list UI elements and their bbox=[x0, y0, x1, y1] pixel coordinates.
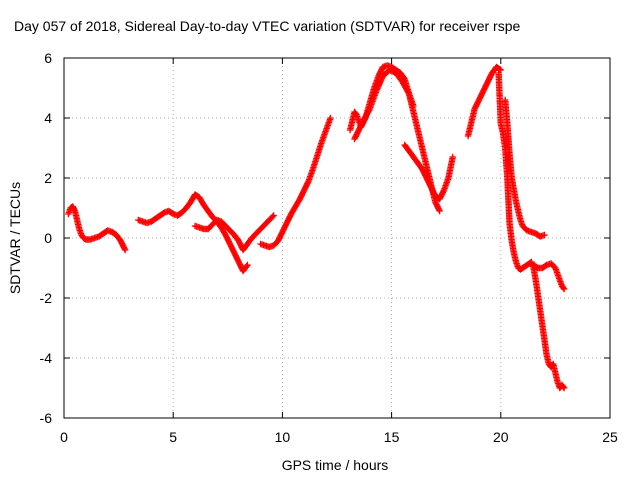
data-point bbox=[244, 261, 251, 269]
data-point bbox=[269, 213, 276, 220]
x-tick-label: 10 bbox=[275, 429, 291, 445]
x-axis-label: GPS time / hours bbox=[282, 457, 389, 473]
y-tick-label: 4 bbox=[44, 110, 52, 126]
data-point bbox=[449, 153, 456, 161]
data-series-seg-1 bbox=[65, 203, 129, 254]
data-series-seg-7 bbox=[401, 141, 456, 203]
data-series-seg-4 bbox=[257, 114, 334, 251]
data-point bbox=[560, 284, 567, 292]
y-tick-label: 2 bbox=[44, 170, 52, 186]
x-tick-label: 15 bbox=[384, 429, 400, 445]
data-series-seg-9 bbox=[495, 69, 568, 392]
x-tick-label: 20 bbox=[493, 429, 509, 445]
data-point bbox=[270, 212, 277, 219]
y-tick-label: -6 bbox=[40, 410, 53, 426]
data-point bbox=[405, 89, 412, 96]
data-point bbox=[560, 285, 568, 293]
data-series-seg-11 bbox=[530, 260, 568, 293]
data-series-seg-5 bbox=[346, 62, 443, 215]
data-point bbox=[410, 102, 417, 110]
data-layer bbox=[65, 62, 568, 392]
y-tick-label: -2 bbox=[40, 290, 53, 306]
data-point bbox=[541, 231, 548, 239]
chart-title: Day 057 of 2018, Sidereal Day-to-day VTE… bbox=[14, 18, 520, 34]
data-series-seg-3 bbox=[191, 212, 277, 254]
y-tick-label: 6 bbox=[44, 50, 52, 66]
data-point bbox=[560, 383, 567, 391]
x-tick-label: 5 bbox=[169, 429, 177, 445]
data-point bbox=[327, 114, 334, 122]
data-point bbox=[496, 66, 503, 73]
data-point bbox=[365, 107, 373, 114]
data-point bbox=[436, 207, 443, 215]
data-point bbox=[243, 263, 250, 270]
x-tick-label: 25 bbox=[602, 429, 618, 445]
data-series-seg-2 bbox=[135, 191, 251, 275]
grid bbox=[64, 58, 610, 418]
data-series-seg-6 bbox=[351, 66, 417, 143]
y-tick-label: -4 bbox=[40, 350, 53, 366]
x-tick-label: 0 bbox=[60, 429, 68, 445]
data-point bbox=[121, 246, 129, 254]
data-series-seg-8 bbox=[464, 63, 504, 140]
data-point bbox=[560, 384, 568, 392]
y-tick-label: 0 bbox=[44, 230, 52, 246]
tick-layer: 0 5 10 15 20 25 -6 -4 -2 0 2 4 6 bbox=[40, 50, 618, 445]
data-series-seg-10 bbox=[501, 96, 548, 240]
y-axis-label: SDTVAR / TECUs bbox=[7, 182, 23, 294]
